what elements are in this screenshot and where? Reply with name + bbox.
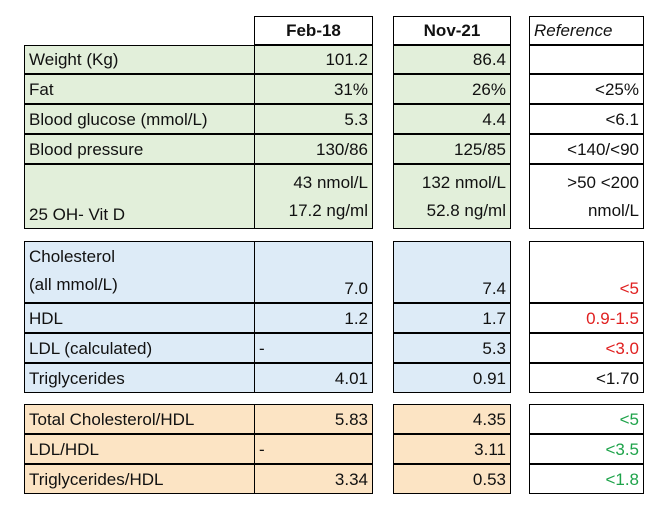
row-triglycerides-hdl: Triglycerides/HDL 3.34 0.53 <1.8 [0, 464, 668, 495]
value-feb: 5.83 [254, 404, 373, 434]
value-nov: 3.11 [393, 434, 511, 464]
header-nov-21: Nov-21 [393, 16, 511, 45]
value-ref: <25% [529, 74, 644, 104]
value-feb: 31% [254, 74, 373, 104]
label-triglycerides: Triglycerides [24, 363, 255, 393]
row-ldl: LDL (calculated) - 5.3 <3.0 [0, 333, 668, 364]
value-ref-line2: nmol/L [587, 201, 639, 220]
value-feb: 130/86 [254, 134, 373, 164]
value-ref: >50 <200 nmol/L [529, 164, 644, 229]
label-cholesterol-line2: (all mmol/L) [29, 275, 118, 294]
row-hdl: HDL 1.2 1.7 0.9-1.5 [0, 303, 668, 334]
header-feb-18: Feb-18 [254, 16, 373, 45]
value-nov-line2: 52.8 ng/ml [426, 201, 506, 220]
value-nov-line1: 132 nmol/L [421, 173, 506, 192]
value-feb: 101.2 [254, 45, 373, 74]
row-blood-pressure: Blood pressure 130/86 125/85 <140/<90 [0, 134, 668, 165]
value-nov: 1.7 [393, 303, 511, 333]
value-nov: 86.4 [393, 45, 511, 74]
value-ref [529, 45, 644, 74]
value-ref: 0.9-1.5 [529, 303, 644, 333]
value-nov: 4.4 [393, 104, 511, 134]
value-nov: 0.91 [393, 363, 511, 393]
value-feb-dash: - [259, 339, 265, 358]
row-total-cholesterol-hdl: Total Cholesterol/HDL 5.83 4.35 <5 [0, 404, 668, 435]
value-ref: <3.0 [529, 333, 644, 363]
value-nov: 0.53 [393, 464, 511, 494]
value-feb-line1: 43 nmol/L [293, 173, 368, 192]
label-blood-glucose: Blood glucose (mmol/L) [24, 104, 255, 134]
label-hdl: HDL [24, 303, 255, 333]
label-cholesterol-line1: Cholesterol [29, 247, 115, 266]
value-feb-line2: 17.2 ng/ml [288, 201, 368, 220]
value-nov: 125/85 [393, 134, 511, 164]
value-ref: <1.8 [529, 464, 644, 494]
label-total-cholesterol-hdl: Total Cholesterol/HDL [24, 404, 255, 434]
row-weight: Weight (Kg) 101.2 86.4 [0, 45, 668, 75]
row-ldl-hdl: LDL/HDL - 3.11 <3.5 [0, 434, 668, 465]
label-ldl: LDL (calculated) [24, 333, 255, 363]
value-feb: 1.2 [254, 303, 373, 333]
label-blood-pressure: Blood pressure [24, 134, 255, 164]
value-ref: <3.5 [529, 434, 644, 464]
value-feb-dash: - [259, 440, 265, 459]
value-ref: <5 [529, 241, 644, 303]
value-nov: 4.35 [393, 404, 511, 434]
value-nov: 7.4 [393, 241, 511, 303]
label-triglycerides-hdl: Triglycerides/HDL [24, 464, 255, 494]
row-triglycerides: Triglycerides 4.01 0.91 <1.70 [0, 363, 668, 394]
value-feb: 43 nmol/L 17.2 ng/ml [254, 164, 373, 229]
label-fat: Fat [24, 74, 255, 104]
header-reference: Reference [529, 16, 644, 45]
row-cholesterol: Cholesterol (all mmol/L) 7.0 7.4 <5 [0, 241, 668, 304]
value-ref: <6.1 [529, 104, 644, 134]
row-blood-glucose: Blood glucose (mmol/L) 5.3 4.4 <6.1 [0, 104, 668, 135]
row-fat: Fat 31% 26% <25% [0, 74, 668, 105]
label-ldl-hdl: LDL/HDL [24, 434, 255, 464]
value-ref-line1: >50 <200 [567, 173, 639, 192]
label-weight: Weight (Kg) [24, 45, 255, 74]
value-feb: - [254, 333, 373, 363]
value-feb: 4.01 [254, 363, 373, 393]
row-vitamin-d: 25 OH- Vit D 43 nmol/L 17.2 ng/ml 132 nm… [0, 164, 668, 230]
value-feb: 5.3 [254, 104, 373, 134]
value-nov: 132 nmol/L 52.8 ng/ml [393, 164, 511, 229]
header-row: Feb-18 Nov-21 Reference [0, 16, 668, 46]
label-vitamin-d: 25 OH- Vit D [24, 164, 255, 229]
label-cholesterol: Cholesterol (all mmol/L) [24, 241, 255, 303]
value-ref: <5 [529, 404, 644, 434]
value-ref: <140/<90 [529, 134, 644, 164]
value-nov: 26% [393, 74, 511, 104]
value-feb: - [254, 434, 373, 464]
value-feb: 3.34 [254, 464, 373, 494]
value-nov: 5.3 [393, 333, 511, 363]
value-ref: <1.70 [529, 363, 644, 393]
value-feb: 7.0 [254, 241, 373, 303]
